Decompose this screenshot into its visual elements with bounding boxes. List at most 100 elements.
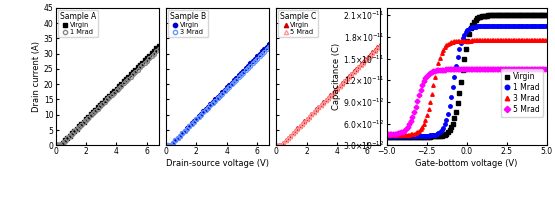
Virgin xyxy=(153,47,160,50)
5 Mrad xyxy=(369,52,376,54)
1 Mrad xyxy=(78,123,85,126)
3 Mrad xyxy=(226,86,233,88)
1 Mrad xyxy=(102,100,108,103)
3 Mrad xyxy=(238,74,244,76)
3 Mrad xyxy=(235,76,242,79)
Virgin xyxy=(306,115,312,118)
Virgin xyxy=(294,127,301,130)
5 Mrad xyxy=(376,45,383,47)
1 Mrad xyxy=(151,53,158,55)
5 Mrad xyxy=(275,144,282,146)
Virgin xyxy=(374,46,381,49)
Virgin xyxy=(231,79,238,81)
5 Mrad xyxy=(352,68,359,71)
Y-axis label: Drain current (A): Drain current (A) xyxy=(32,41,41,112)
Virgin xyxy=(184,127,190,130)
3 Mrad xyxy=(478,39,485,42)
3 Mrad xyxy=(193,118,200,121)
Virgin xyxy=(87,113,94,116)
Virgin xyxy=(209,101,216,103)
3 Mrad xyxy=(209,102,216,104)
Virgin xyxy=(348,72,355,75)
Virgin xyxy=(102,99,108,101)
Virgin xyxy=(92,109,99,111)
3 Mrad xyxy=(216,95,223,97)
5 Mrad xyxy=(287,135,294,137)
Virgin xyxy=(240,69,246,72)
1 Mrad xyxy=(414,135,421,137)
Virgin xyxy=(118,83,124,85)
1 Mrad xyxy=(69,133,75,135)
3 Mrad xyxy=(200,111,207,114)
5 Mrad xyxy=(278,144,284,146)
5 Mrad xyxy=(362,59,369,61)
3 Mrad xyxy=(174,137,181,139)
1 Mrad xyxy=(130,73,137,75)
3 Mrad xyxy=(170,142,176,144)
Virgin xyxy=(205,105,211,108)
Virgin xyxy=(167,144,174,146)
5 Mrad xyxy=(310,111,317,113)
3 Mrad xyxy=(233,79,240,81)
Virgin xyxy=(327,94,334,96)
1 Mrad xyxy=(73,128,80,130)
Virgin xyxy=(287,134,294,137)
Virgin xyxy=(336,84,343,87)
1 Mrad xyxy=(92,110,99,112)
Virgin xyxy=(214,96,221,98)
3 Mrad xyxy=(243,69,249,72)
1 Mrad xyxy=(146,57,153,60)
Virgin xyxy=(207,103,214,105)
Virgin xyxy=(329,92,336,94)
1 Mrad xyxy=(543,25,550,27)
Y-axis label: Capacitance (C): Capacitance (C) xyxy=(332,43,341,110)
1 Mrad xyxy=(134,68,141,71)
Virgin xyxy=(235,74,242,77)
Virgin xyxy=(90,111,97,113)
Line: 1 Mrad: 1 Mrad xyxy=(385,24,548,138)
Virgin xyxy=(254,55,261,57)
Virgin xyxy=(367,54,374,56)
Virgin xyxy=(221,89,228,91)
Virgin xyxy=(198,113,204,115)
Virgin xyxy=(259,50,265,53)
5 Mrad xyxy=(339,83,345,85)
Virgin xyxy=(357,63,364,65)
5 Mrad xyxy=(325,97,331,99)
Virgin xyxy=(85,116,92,118)
1 Mrad xyxy=(113,89,120,91)
5 Mrad xyxy=(357,64,364,66)
3 Mrad xyxy=(214,97,221,100)
3 Mrad xyxy=(264,48,270,51)
Virgin xyxy=(59,141,66,144)
5 Mrad xyxy=(317,104,324,106)
Virgin xyxy=(142,59,148,61)
1 Mrad xyxy=(111,91,118,94)
5 Mrad xyxy=(535,68,542,71)
Line: 3 Mrad: 3 Mrad xyxy=(385,39,548,137)
Virgin xyxy=(188,122,195,125)
5 Mrad xyxy=(341,80,347,83)
Virgin xyxy=(531,14,537,16)
Virgin xyxy=(195,115,202,117)
3 Mrad xyxy=(240,72,246,74)
Virgin xyxy=(144,57,150,59)
3 Mrad xyxy=(256,55,263,58)
Line: 1 Mrad: 1 Mrad xyxy=(53,47,161,147)
Virgin xyxy=(193,117,200,120)
3 Mrad xyxy=(207,104,214,107)
5 Mrad xyxy=(299,123,305,125)
1 Mrad xyxy=(118,85,124,87)
5 Mrad xyxy=(414,100,421,102)
3 Mrad xyxy=(252,60,259,62)
3 Mrad xyxy=(254,58,261,60)
Virgin xyxy=(219,91,225,93)
5 Mrad xyxy=(304,118,310,120)
1 Mrad xyxy=(148,55,155,57)
1 Mrad xyxy=(87,114,94,117)
1 Mrad xyxy=(535,25,542,27)
Virgin xyxy=(331,89,338,92)
X-axis label: Gate-bottom voltage (V): Gate-bottom voltage (V) xyxy=(416,159,518,168)
Virgin xyxy=(111,90,118,92)
Line: Virgin: Virgin xyxy=(53,44,161,147)
